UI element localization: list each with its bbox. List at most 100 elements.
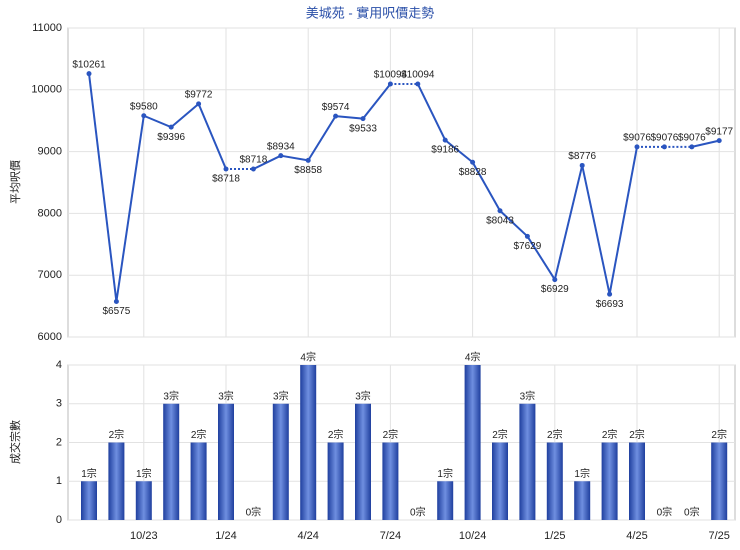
line-segment [252,154,282,170]
bar [711,442,728,520]
y-axis-label: 平均呎價 [8,160,22,204]
data-label: 1宗 [574,467,590,480]
data-label: 2宗 [711,428,727,441]
x-tick-label: 4/25 [626,530,647,542]
bar [574,481,591,520]
data-label: $10094 [374,70,408,81]
data-label: $9186 [431,145,459,156]
data-label: $9076 [650,133,678,144]
y-tick-label: 10000 [31,84,62,96]
chart-title: 美城苑 - 實用呎價走勢 [306,5,435,20]
line-segment [143,114,172,129]
data-label: 0宗 [684,506,700,519]
point [305,157,311,163]
x-tick-label: 10/23 [130,530,158,542]
data-label: $9076 [678,133,706,144]
y-tick-label: 8000 [38,207,62,219]
data-label: $6929 [541,284,569,295]
data-label: 0宗 [246,506,262,519]
bar [108,442,125,520]
point [223,166,229,172]
x-tick-label: 1/25 [544,530,565,542]
x-tick-label: 7/25 [708,530,729,542]
data-label: $9772 [185,90,213,101]
point [497,208,503,214]
bar [81,481,97,520]
data-label: $8718 [239,155,267,166]
point [333,113,339,119]
bar [546,442,563,520]
line-segment [197,103,227,170]
point [387,81,393,87]
bar [300,365,317,520]
data-label: $10094 [401,70,435,81]
data-label: 0宗 [657,506,673,519]
point [607,291,613,297]
point [278,153,284,159]
data-label: $9396 [157,132,185,143]
bar [190,442,207,520]
point [524,233,530,239]
data-label: 1宗 [437,467,453,480]
data-label: 2宗 [602,428,618,441]
data-label: 2宗 [383,428,399,441]
line-segment [691,139,720,148]
data-label: $8828 [459,167,487,178]
x-tick-label: 10/24 [459,530,487,542]
data-label: 2宗 [328,428,344,441]
point [250,166,256,172]
bar [519,403,536,520]
data-label: 3宗 [218,389,234,402]
y-tick-label: 3 [56,398,62,410]
data-label: $10261 [72,59,106,70]
data-label: $8934 [267,141,295,152]
y-tick-label: 11000 [32,22,62,34]
bar [601,442,618,520]
point [552,277,558,283]
data-label: $9580 [130,101,158,112]
y-tick-label: 4 [56,359,62,371]
point [442,137,448,143]
data-label: 2宗 [109,428,125,441]
data-label: 2宗 [191,428,207,441]
data-label: 3宗 [355,389,371,402]
bar [382,442,399,520]
data-label: 3宗 [520,389,536,402]
y-tick-label: 0 [56,514,62,526]
y-tick-label: 2 [56,436,62,448]
line-segment [444,139,474,164]
data-label: $9076 [623,133,651,144]
data-label: 1宗 [136,467,152,480]
line-segment [362,83,392,120]
bar [272,403,289,520]
bar [629,442,645,520]
data-label: $9574 [322,102,350,113]
y-tick-label: 7000 [38,269,62,281]
point [716,138,722,144]
line-segment [170,103,200,128]
line-segment [499,210,529,238]
point [689,144,695,150]
line-segment [581,165,611,295]
bar [437,481,454,520]
point [113,298,119,304]
line-segment [335,115,364,120]
bar [327,442,344,520]
line-segment [471,161,501,212]
data-label: $8776 [568,151,596,162]
line-segment [526,235,556,281]
line-segment [553,165,584,280]
data-label: 2宗 [547,428,563,441]
data-label: 3宗 [163,389,179,402]
data-label: $6693 [596,299,624,310]
data-label: 2宗 [492,428,508,441]
bar [464,365,481,520]
data-label: $9177 [705,126,733,137]
bar [218,403,234,520]
data-label: $6575 [102,306,130,317]
point [661,144,667,150]
line-segment [88,73,118,302]
point [86,71,92,77]
data-label: 0宗 [410,506,426,519]
bar [492,442,508,520]
